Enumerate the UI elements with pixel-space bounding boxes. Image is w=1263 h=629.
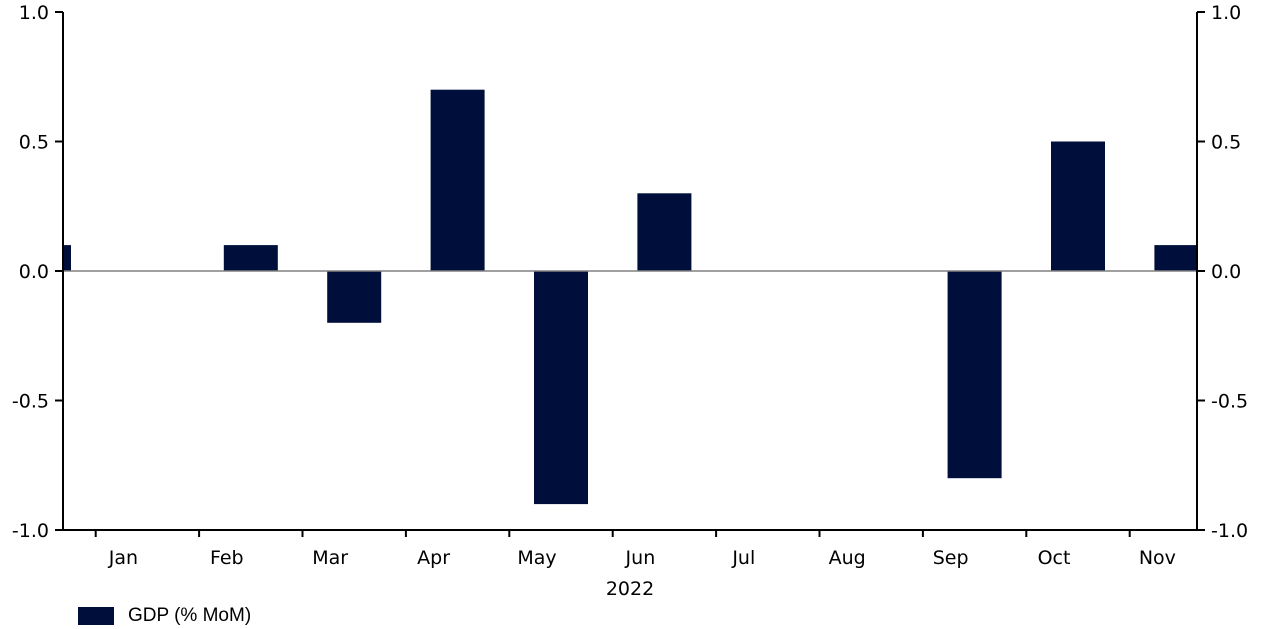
x-tick-label: Jun	[625, 547, 656, 569]
x-tick-label: Jan	[108, 547, 138, 569]
y-tick-label-right: 0.5	[1211, 132, 1241, 154]
x-tick-label: May	[517, 547, 556, 569]
y-tick-label-right: -0.5	[1211, 391, 1248, 413]
y-tick-label-left: 1.0	[19, 2, 49, 24]
y-tick-label-left: 0.5	[19, 132, 49, 154]
y-tick-label-left: -0.5	[12, 391, 49, 413]
bar-sep	[947, 271, 1002, 479]
x-tick-label: Nov	[1139, 547, 1176, 569]
x-tick-label: Mar	[312, 547, 348, 569]
y-tick-label-left: -1.0	[12, 520, 49, 542]
bar-mar	[327, 271, 382, 323]
bar-jun	[637, 193, 692, 271]
x-tick-label: Sep	[933, 547, 969, 569]
legend-swatch	[78, 607, 114, 625]
y-tick-label-right: -1.0	[1211, 520, 1248, 542]
bar-nov	[1154, 245, 1197, 271]
x-tick-label: Apr	[417, 547, 450, 569]
bar-apr	[430, 89, 485, 271]
y-tick-label-left: 0.0	[19, 261, 49, 283]
legend-label: GDP (% MoM)	[128, 605, 252, 626]
y-tick-label-right: 0.0	[1211, 261, 1241, 283]
bar-oct	[1051, 141, 1105, 271]
x-tick-label: Jul	[731, 547, 755, 569]
x-group-label: 2022	[606, 578, 654, 600]
legend: GDP (% MoM)	[78, 603, 251, 629]
y-tick-label-right: 1.0	[1211, 2, 1241, 24]
bar-dec-2021	[63, 245, 71, 271]
x-tick-label: Oct	[1038, 547, 1071, 569]
x-tick-label: Feb	[210, 547, 244, 569]
x-tick-label: Aug	[829, 547, 866, 569]
bar-may	[534, 271, 588, 505]
bar-feb	[223, 245, 278, 271]
